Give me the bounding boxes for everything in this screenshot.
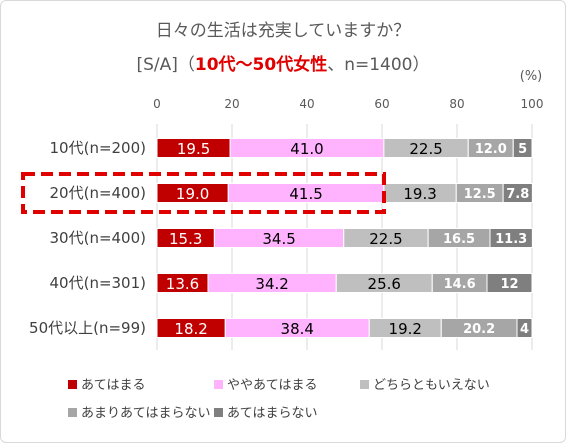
category-label: 40代(n=301) (50, 274, 147, 292)
category-labels: 10代(n=200) 20代(n=400) 30代(n=400) 40代(n=301)… (29, 139, 146, 337)
data-label: 12.0 (475, 142, 507, 157)
x-tick-label: 60 (374, 97, 389, 111)
data-label: 13.6 (166, 275, 199, 293)
legend-swatch (360, 380, 369, 389)
data-label: 41.5 (289, 185, 322, 203)
legend-swatch (214, 408, 223, 417)
bar-segment (489, 228, 533, 248)
bar-segment (512, 138, 533, 158)
data-label: 11.3 (495, 232, 527, 247)
data-label: 38.4 (281, 320, 314, 338)
data-label: 22.5 (369, 230, 402, 248)
legend-label: あてはまる (81, 378, 145, 393)
data-label: 19.3 (403, 185, 436, 203)
legend-swatch (68, 408, 77, 417)
chart-title: 日々の生活は充実していますか？ (156, 21, 411, 41)
legend-swatch (68, 380, 77, 389)
data-label: 16.5 (443, 232, 475, 247)
data-label: 25.6 (368, 275, 401, 293)
category-label: 20代(n=400) (50, 184, 147, 202)
data-label: 5 (518, 142, 527, 157)
data-label: 19.0 (176, 185, 209, 203)
bar-segment (486, 273, 533, 293)
data-label: 19.2 (389, 320, 422, 338)
bar-segment (502, 183, 533, 203)
highlight-rectangle (21, 172, 386, 214)
x-tick-label: 0 (153, 97, 161, 111)
x-tick-label: 100 (521, 97, 544, 111)
data-label: 14.6 (444, 277, 476, 292)
data-label: 20.2 (463, 322, 495, 337)
data-label: 34.5 (262, 230, 295, 248)
data-label: 34.2 (255, 275, 288, 293)
data-label: 22.5 (409, 140, 442, 158)
data-label: 7.8 (506, 187, 529, 202)
data-label: 15.3 (169, 230, 202, 248)
x-tick-label: 20 (224, 97, 239, 111)
legend-label: ややあてはまる (227, 378, 317, 393)
data-label: 12.5 (464, 187, 496, 202)
category-label: 50代以上(n=99) (29, 319, 146, 337)
data-label: 19.5 (177, 140, 210, 158)
x-tick-labels: 0 20 40 60 80 100 (153, 97, 543, 111)
legend-label: どちらともいえない (373, 378, 490, 393)
data-label: 12 (500, 277, 518, 292)
unit-label: (%) (520, 69, 543, 84)
highlight-box (21, 172, 386, 214)
x-tick-label: 40 (299, 97, 314, 111)
data-labels: 19.5 41.0 22.5 12.0 5 19.0 41.5 19.3 12.5 7.8 15.3… (166, 140, 529, 338)
subtitle-suffix: 、n=1400） (327, 55, 429, 75)
category-label: 30代(n=400) (50, 229, 147, 247)
category-label: 10代(n=200) (50, 139, 147, 157)
bar-segments (156, 138, 533, 338)
data-label: 18.2 (174, 320, 207, 338)
data-label: 4 (520, 322, 529, 337)
data-label: 41.0 (290, 140, 323, 158)
legend-label: あてはまらない (227, 406, 317, 421)
x-tick-label: 80 (449, 97, 464, 111)
bar-segment (516, 318, 533, 338)
legend-swatch (214, 380, 223, 389)
subtitle-highlight: 10代～50代女性 (195, 54, 327, 75)
legend-label: あまりあてはまらない (81, 406, 210, 421)
subtitle-prefix: [S/A]（ (136, 55, 194, 75)
chart-subtitle: [S/A]（10代～50代女性、n=1400） (136, 54, 429, 75)
